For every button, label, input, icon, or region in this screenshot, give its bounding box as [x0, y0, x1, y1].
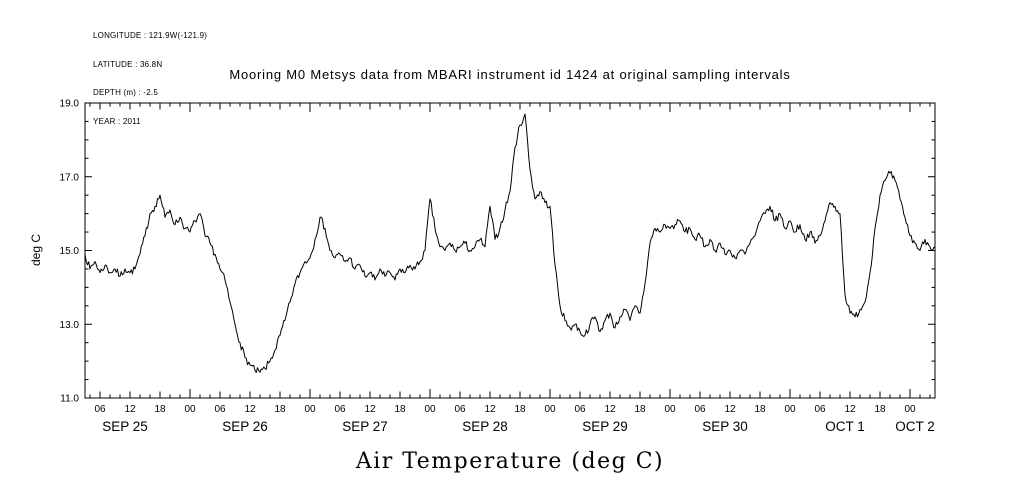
y-tick-label: 15.0	[60, 246, 80, 257]
y-tick-label: 13.0	[60, 320, 80, 331]
x-tick-label: 00	[184, 404, 196, 415]
x-tick-label: 06	[454, 404, 466, 415]
x-tick-label: 12	[124, 404, 136, 415]
x-tick-label: 06	[214, 404, 226, 415]
x-tick-label: 00	[544, 404, 556, 415]
x-tick-label: 12	[844, 404, 856, 415]
x-tick-label: 12	[484, 404, 496, 415]
temperature-series-line	[84, 113, 936, 373]
x-tick-label: 06	[574, 404, 586, 415]
metadata-block: LONGITUDE : 121.9W(-121.9) LATITUDE : 36…	[93, 12, 207, 145]
x-date-labels: SEP 25 SEP 26 SEP 27 SEP 28 SEP 29 SEP 30 OCT …	[102, 419, 935, 434]
date-label: SEP 29	[582, 419, 628, 434]
x-tick-label: 18	[634, 404, 646, 415]
meta-latitude: LATITUDE : 36.8N	[93, 59, 163, 69]
chart-caption: Air Temperature (deg C)	[355, 449, 665, 474]
y-tick-label: 11.0	[60, 394, 79, 405]
date-label: OCT 1	[825, 419, 865, 434]
x-tick-label: 18	[154, 404, 166, 415]
y-tick-labels: 11.0 13.0 15.0 17.0 19.0	[60, 99, 80, 405]
date-label: SEP 27	[342, 419, 388, 434]
date-label: SEP 28	[462, 419, 508, 434]
x-tick-label: 06	[694, 404, 706, 415]
x-tick-label: 06	[94, 404, 106, 415]
x-tick-label: 18	[394, 404, 406, 415]
chart-title: Mooring M0 Metsys data from MBARI instru…	[229, 67, 791, 82]
meta-longitude: LONGITUDE : 121.9W(-121.9)	[93, 31, 208, 40]
x-ticks	[89, 103, 931, 398]
x-tick-label: 00	[424, 404, 436, 415]
x-tick-label: 00	[304, 404, 316, 415]
x-tick-label: 00	[904, 404, 916, 415]
x-tick-labels: 06 12 18 00 06 12 18 00 06 12 18 00 06 12 18 00 06 12 18 00…	[94, 404, 916, 415]
x-tick-label: 00	[784, 404, 796, 415]
date-label: SEP 25	[102, 419, 148, 434]
x-tick-label: 00	[664, 404, 676, 415]
meta-year: YEAR : 2011	[93, 116, 141, 126]
plot-border	[84, 102, 936, 399]
x-tick-label: 12	[724, 404, 736, 415]
y-ticks	[85, 102, 935, 399]
x-tick-label: 06	[814, 404, 826, 415]
meta-depth: DEPTH (m) : -2.5	[93, 88, 158, 97]
x-tick-label: 18	[874, 404, 886, 415]
y-tick-label: 19.0	[60, 99, 80, 110]
y-tick-label: 17.0	[60, 172, 80, 183]
date-label: SEP 30	[702, 419, 748, 434]
x-tick-label: 06	[334, 404, 346, 415]
x-tick-label: 12	[364, 404, 376, 415]
date-label: OCT 2	[895, 419, 935, 434]
x-tick-label: 12	[604, 404, 616, 415]
date-label: SEP 26	[222, 419, 268, 434]
x-tick-label: 18	[514, 404, 526, 415]
x-tick-label: 18	[274, 404, 286, 415]
x-tick-label: 12	[244, 404, 256, 415]
x-tick-label: 18	[754, 404, 766, 415]
